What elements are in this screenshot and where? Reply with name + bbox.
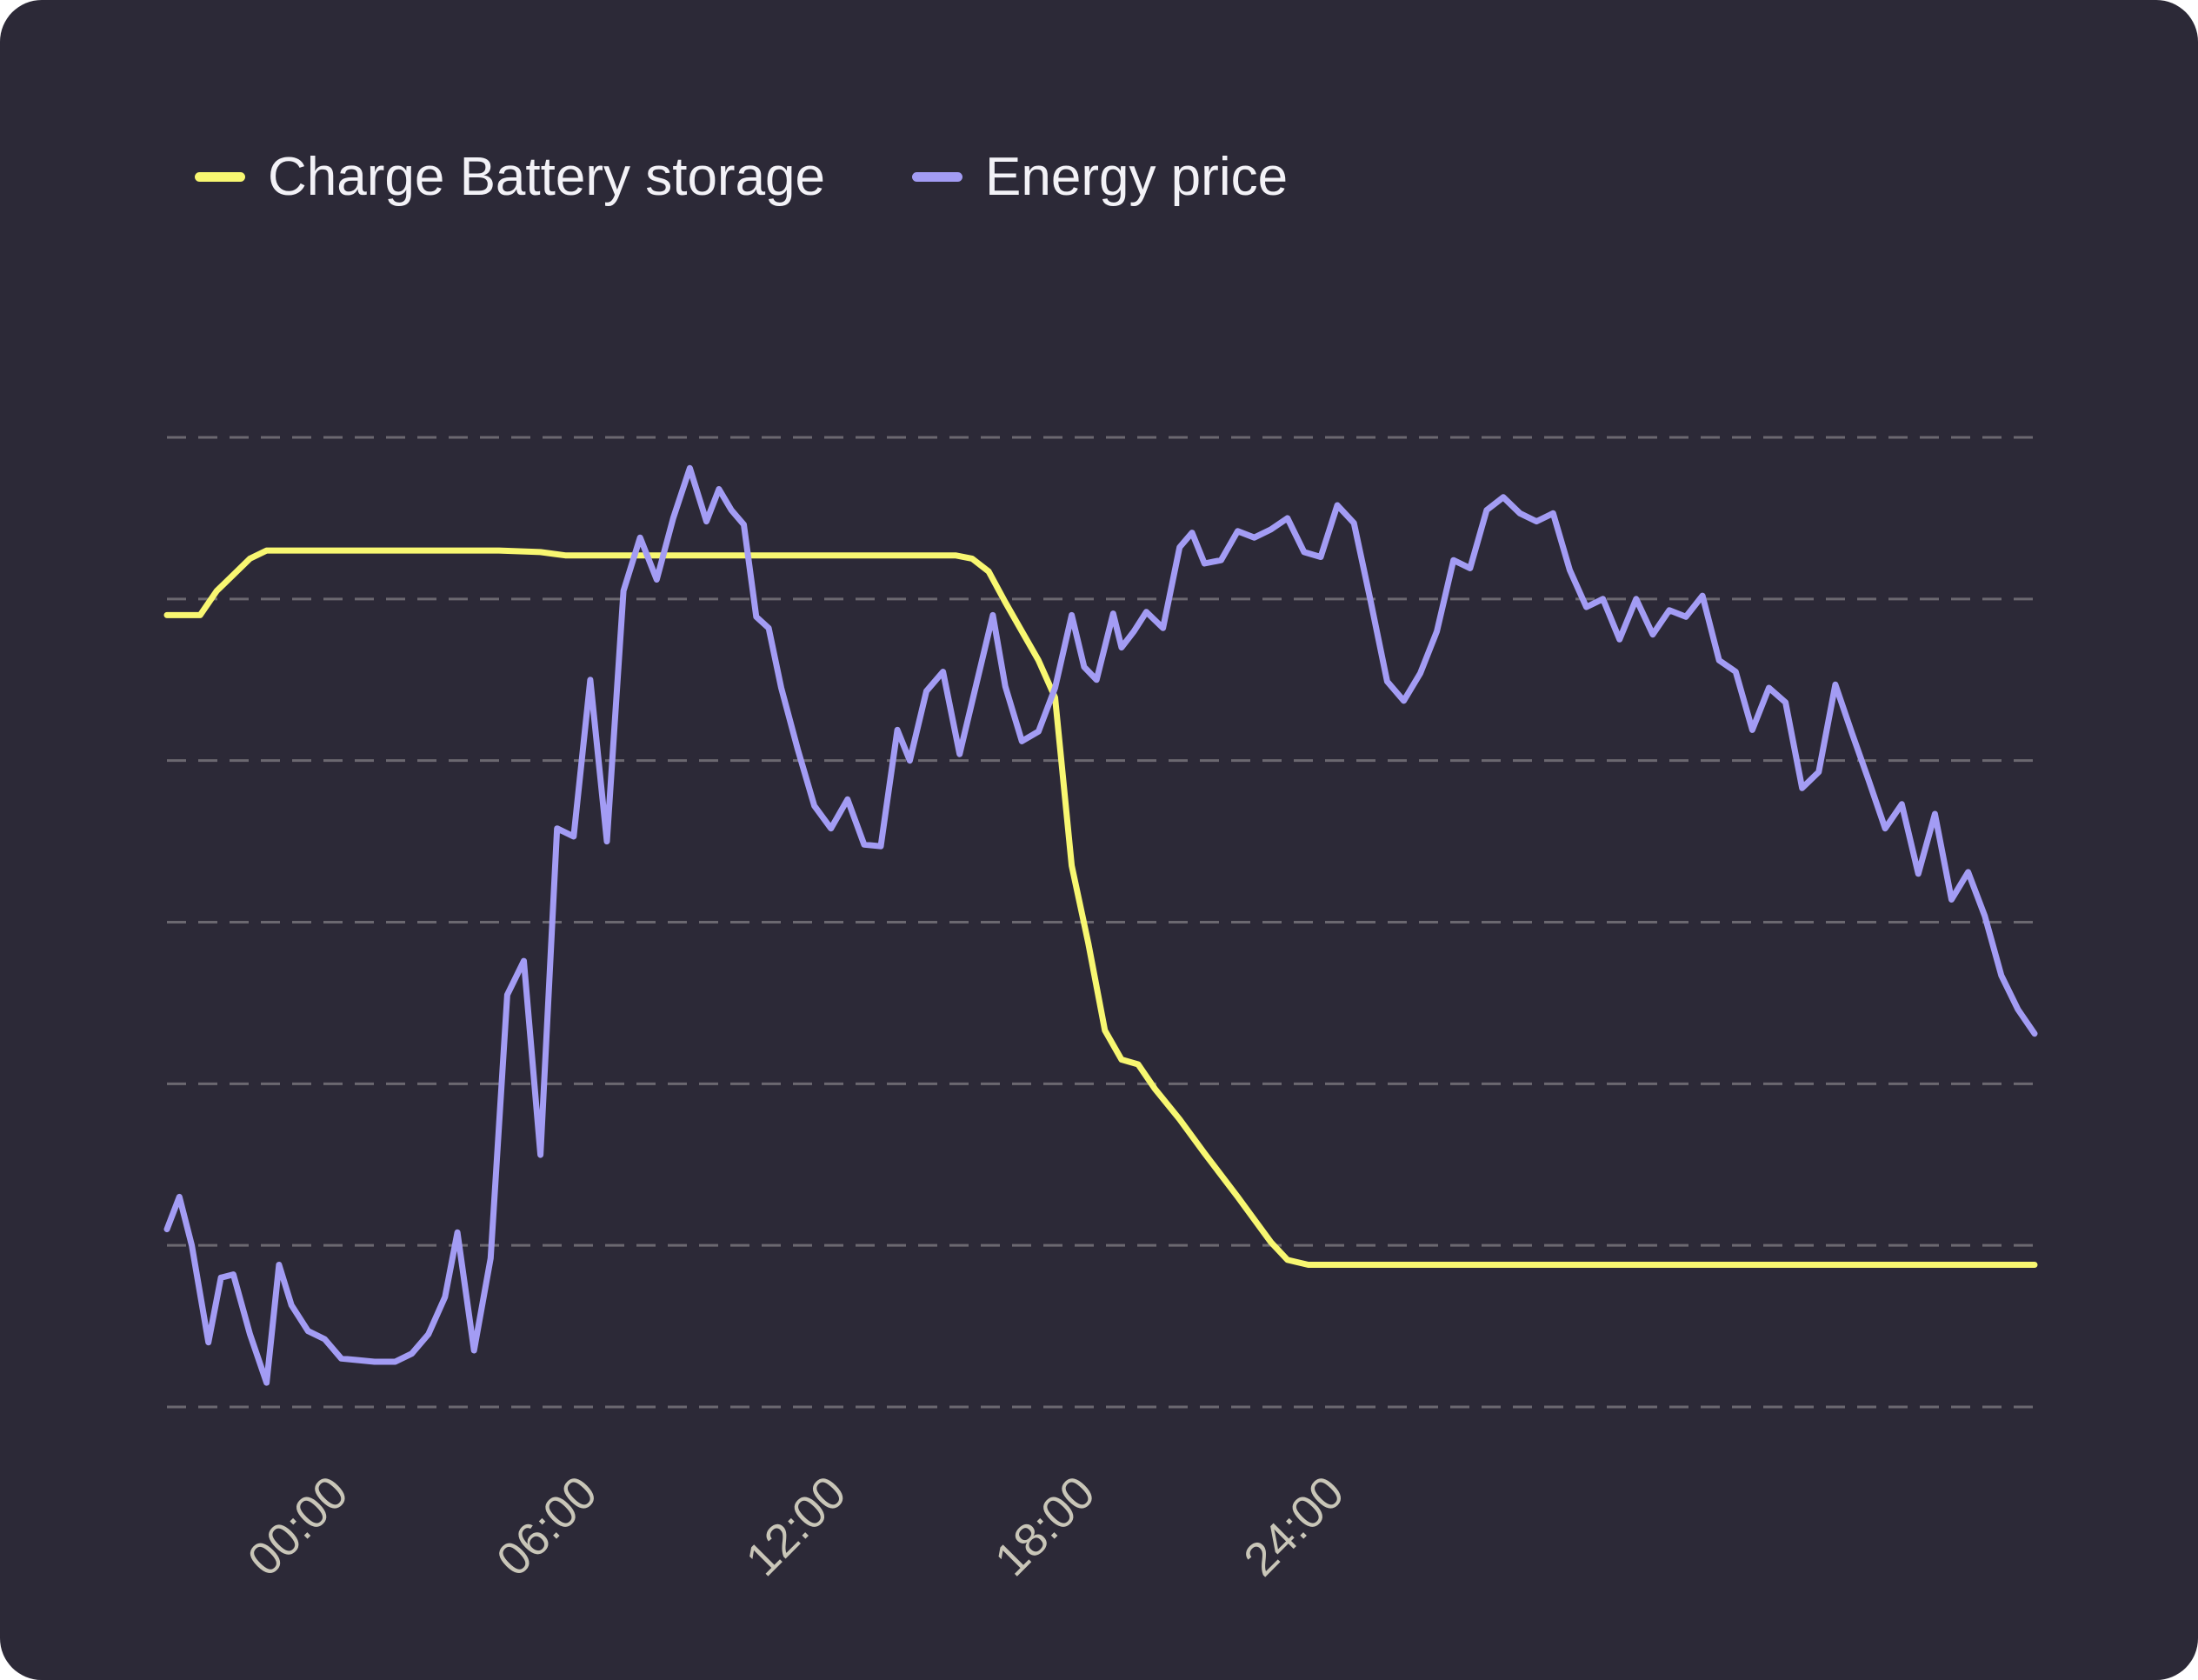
legend-item-battery: Charge Battery storage (195, 146, 825, 208)
series-line-battery (163, 547, 2038, 1268)
legend-item-price: Energy price (912, 146, 1288, 208)
x-tick-label: 18:00 (985, 1466, 1105, 1586)
legend-label-price: Energy price (985, 147, 1289, 207)
chart-legend: Charge Battery storage Energy price (195, 146, 1375, 208)
x-axis-tick-labels: 00:00 06:00 12:00 18:00 24:00 (238, 1466, 1355, 1586)
x-tick-label: 24:00 (1234, 1466, 1354, 1586)
legend-label-battery: Charge Battery storage (268, 147, 826, 207)
series-line-price (163, 464, 2038, 1386)
gridlines (167, 436, 2035, 1409)
x-tick-label: 00:00 (238, 1466, 358, 1586)
series-lines (163, 464, 2038, 1386)
legend-swatch-price (912, 172, 963, 182)
x-tick-label: 12:00 (736, 1466, 856, 1586)
legend-swatch-battery (195, 172, 245, 182)
x-tick-label: 06:00 (487, 1466, 607, 1586)
